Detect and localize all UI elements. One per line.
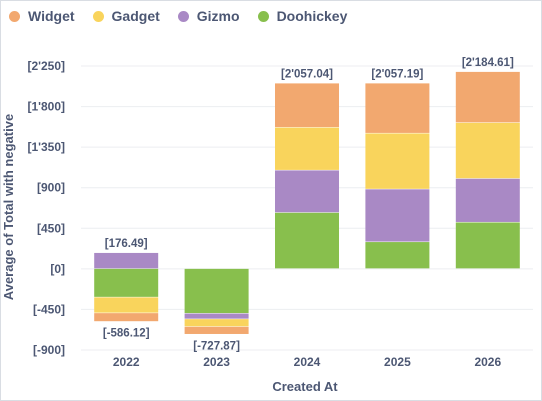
legend-label-gizmo: Gizmo xyxy=(196,8,240,24)
legend-swatch-gadget xyxy=(92,10,104,22)
legend-swatch-gizmo xyxy=(177,10,189,22)
y-tick-label: [900] xyxy=(37,181,65,195)
bar-segment-widget[interactable] xyxy=(184,326,249,334)
x-tick-label: 2022 xyxy=(113,355,140,369)
y-tick-label: [450] xyxy=(37,221,65,235)
bar-segment-widget[interactable] xyxy=(365,83,430,133)
bar-segment-widget[interactable] xyxy=(455,71,520,123)
y-axis-ticks: [-900] [-450] [0] [450] [900] [1'350] [1'800] [… xyxy=(27,59,65,357)
bar-segment-gadget[interactable] xyxy=(365,133,430,189)
bar-segment-gadget[interactable] xyxy=(275,127,339,170)
total-label-positive: [2'057.04] xyxy=(281,68,333,80)
bars xyxy=(94,71,520,334)
x-tick-label: 2025 xyxy=(384,355,411,369)
bar-segment-gizmo[interactable] xyxy=(455,178,520,222)
bar-segment-gadget[interactable] xyxy=(94,297,159,313)
y-tick-label: [-450] xyxy=(33,302,65,316)
legend-label-gadget: Gadget xyxy=(111,8,160,24)
bar-segment-doohickey[interactable] xyxy=(275,212,339,269)
legend-swatch-doohickey xyxy=(257,10,269,22)
legend: Widget Gadget Gizmo Doohickey xyxy=(9,7,365,25)
y-tick-label: [-900] xyxy=(33,343,65,357)
legend-label-doohickey: Doohickey xyxy=(276,8,348,24)
total-labels: [176.49] [-586.12] [-727.87] [2'057.04] [2'0… xyxy=(103,57,514,353)
total-label-positive: [2'184.61] xyxy=(462,57,514,69)
x-tick-label: 2026 xyxy=(474,355,501,369)
legend-item-gadget[interactable]: Gadget xyxy=(92,8,160,24)
total-label-positive: [2'057.19] xyxy=(371,68,423,80)
total-label-negative: [-586.12] xyxy=(103,328,150,340)
total-label-positive: [176.49] xyxy=(105,238,148,250)
legend-item-doohickey[interactable]: Doohickey xyxy=(257,8,348,24)
y-tick-label: [1'800] xyxy=(27,100,65,114)
legend-label-widget: Widget xyxy=(28,8,75,24)
legend-item-gizmo[interactable]: Gizmo xyxy=(177,8,240,24)
x-axis-ticks: 2022 2023 2024 2025 2026 xyxy=(113,355,502,369)
y-tick-label: [2'250] xyxy=(27,59,65,73)
bar-segment-gizmo[interactable] xyxy=(275,170,339,213)
y-tick-label: [0] xyxy=(50,262,65,276)
bar-segment-doohickey[interactable] xyxy=(365,242,430,269)
bar-segment-gizmo[interactable] xyxy=(184,313,249,319)
legend-swatch-widget xyxy=(9,10,20,22)
bar-segment-gizmo[interactable] xyxy=(365,189,430,242)
x-tick-label: 2023 xyxy=(203,355,230,369)
legend-item-widget[interactable]: Widget xyxy=(9,8,75,24)
bar-segment-gizmo[interactable] xyxy=(94,252,159,269)
bar-segment-gadget[interactable] xyxy=(455,122,520,179)
y-tick-label: [1'350] xyxy=(27,140,65,154)
bar-segment-gadget[interactable] xyxy=(184,319,249,327)
bar-segment-widget[interactable] xyxy=(94,313,159,322)
x-axis-title: Created At xyxy=(272,379,338,394)
bar-segment-widget[interactable] xyxy=(275,83,339,128)
bar-segment-doohickey[interactable] xyxy=(184,268,249,314)
x-tick-label: 2024 xyxy=(294,355,321,369)
y-axis-title: Average of Total with negative xyxy=(1,114,16,300)
bar-segment-doohickey[interactable] xyxy=(455,222,520,269)
bar-segment-doohickey[interactable] xyxy=(94,268,159,297)
total-label-negative: [-727.87] xyxy=(193,340,240,352)
